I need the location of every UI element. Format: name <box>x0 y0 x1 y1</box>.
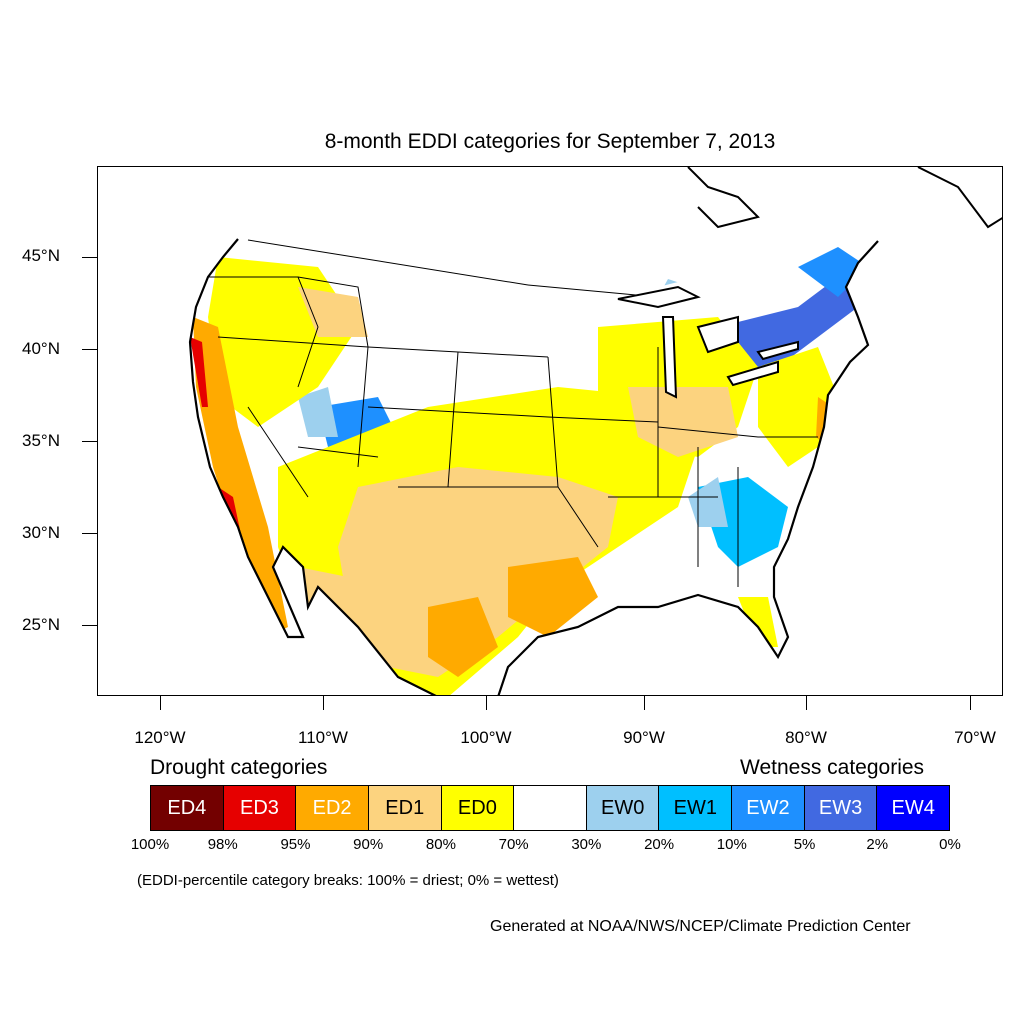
legend-cell-ed1: ED1 <box>368 786 442 830</box>
category-note: (EDDI-percentile category breaks: 100% =… <box>137 872 559 889</box>
lat-tick <box>82 625 97 626</box>
lat-label-25: 25°N <box>22 615 60 634</box>
legend-cell-ew2: EW2 <box>732 786 805 830</box>
legend-cell-ew3: EW3 <box>804 786 878 830</box>
legend-break-label: 5% <box>793 836 816 853</box>
lat-label-35: 35°N <box>22 431 60 450</box>
great-lakes <box>617 285 799 399</box>
legend-break-label: 95% <box>280 836 311 853</box>
legend-break-label: 2% <box>866 836 889 853</box>
lat-tick <box>82 349 97 350</box>
credit-text: Generated at NOAA/NWS/NCEP/Climate Predi… <box>490 918 911 935</box>
category-legend: ED4 ED3 ED2 ED1 ED0 EW0 EW1 EW2 EW3 EW4 <box>150 785 950 831</box>
legend-cell-ew4: EW4 <box>877 786 950 830</box>
legend-cell-ed3: ED3 <box>223 786 297 830</box>
lon-tick <box>486 696 487 710</box>
lat-label-40: 40°N <box>22 339 60 358</box>
legend-break-label: 100% <box>130 836 170 853</box>
map-title: 8-month EDDI categories for September 7,… <box>324 130 776 153</box>
coastline <box>188 238 879 695</box>
lon-label-90: 90°W <box>623 728 665 747</box>
lat-label-30: 30°N <box>22 523 60 542</box>
state-boundaries <box>208 239 818 587</box>
lat-tick <box>82 533 97 534</box>
legend-break-label: 10% <box>716 836 747 853</box>
legend-cell-ew1: EW1 <box>659 786 733 830</box>
legend-break-label: 20% <box>644 836 675 853</box>
lon-label-80: 80°W <box>785 728 827 747</box>
legend-break-label: 30% <box>571 836 602 853</box>
lon-tick <box>323 696 324 710</box>
legend-cell-ed4: ED4 <box>151 786 224 830</box>
legend-cell-ed0: ED0 <box>441 786 515 830</box>
legend-cell-neutral <box>514 786 587 830</box>
legend-cell-ew0: EW0 <box>586 786 660 830</box>
legend-break-label: 0% <box>939 836 961 853</box>
lon-tick <box>644 696 645 710</box>
legend-break-label: 70% <box>498 836 529 853</box>
lon-tick <box>806 696 807 710</box>
legend-break-label: 80% <box>425 836 456 853</box>
legend-break-label: 98% <box>207 836 238 853</box>
lat-label-45: 45°N <box>22 246 60 265</box>
northern-coast <box>687 167 760 229</box>
drought-heading: Drought categories <box>150 756 328 779</box>
lon-tick <box>160 696 161 710</box>
lon-label-110: 110°W <box>298 728 348 747</box>
lon-label-120: 120°W <box>134 728 186 747</box>
legend-break-label: 90% <box>353 836 384 853</box>
eddi-map <box>188 167 1002 695</box>
map-panel <box>97 166 1003 696</box>
lon-tick <box>970 696 971 710</box>
legend-cell-ed2: ED2 <box>296 786 369 830</box>
lon-label-100: 100°W <box>460 728 512 747</box>
lat-tick <box>82 441 97 442</box>
labrador-coast <box>917 167 1002 229</box>
lat-tick <box>82 257 97 258</box>
lon-label-70: 70°W <box>954 728 996 747</box>
wetness-heading: Wetness categories <box>740 756 925 779</box>
